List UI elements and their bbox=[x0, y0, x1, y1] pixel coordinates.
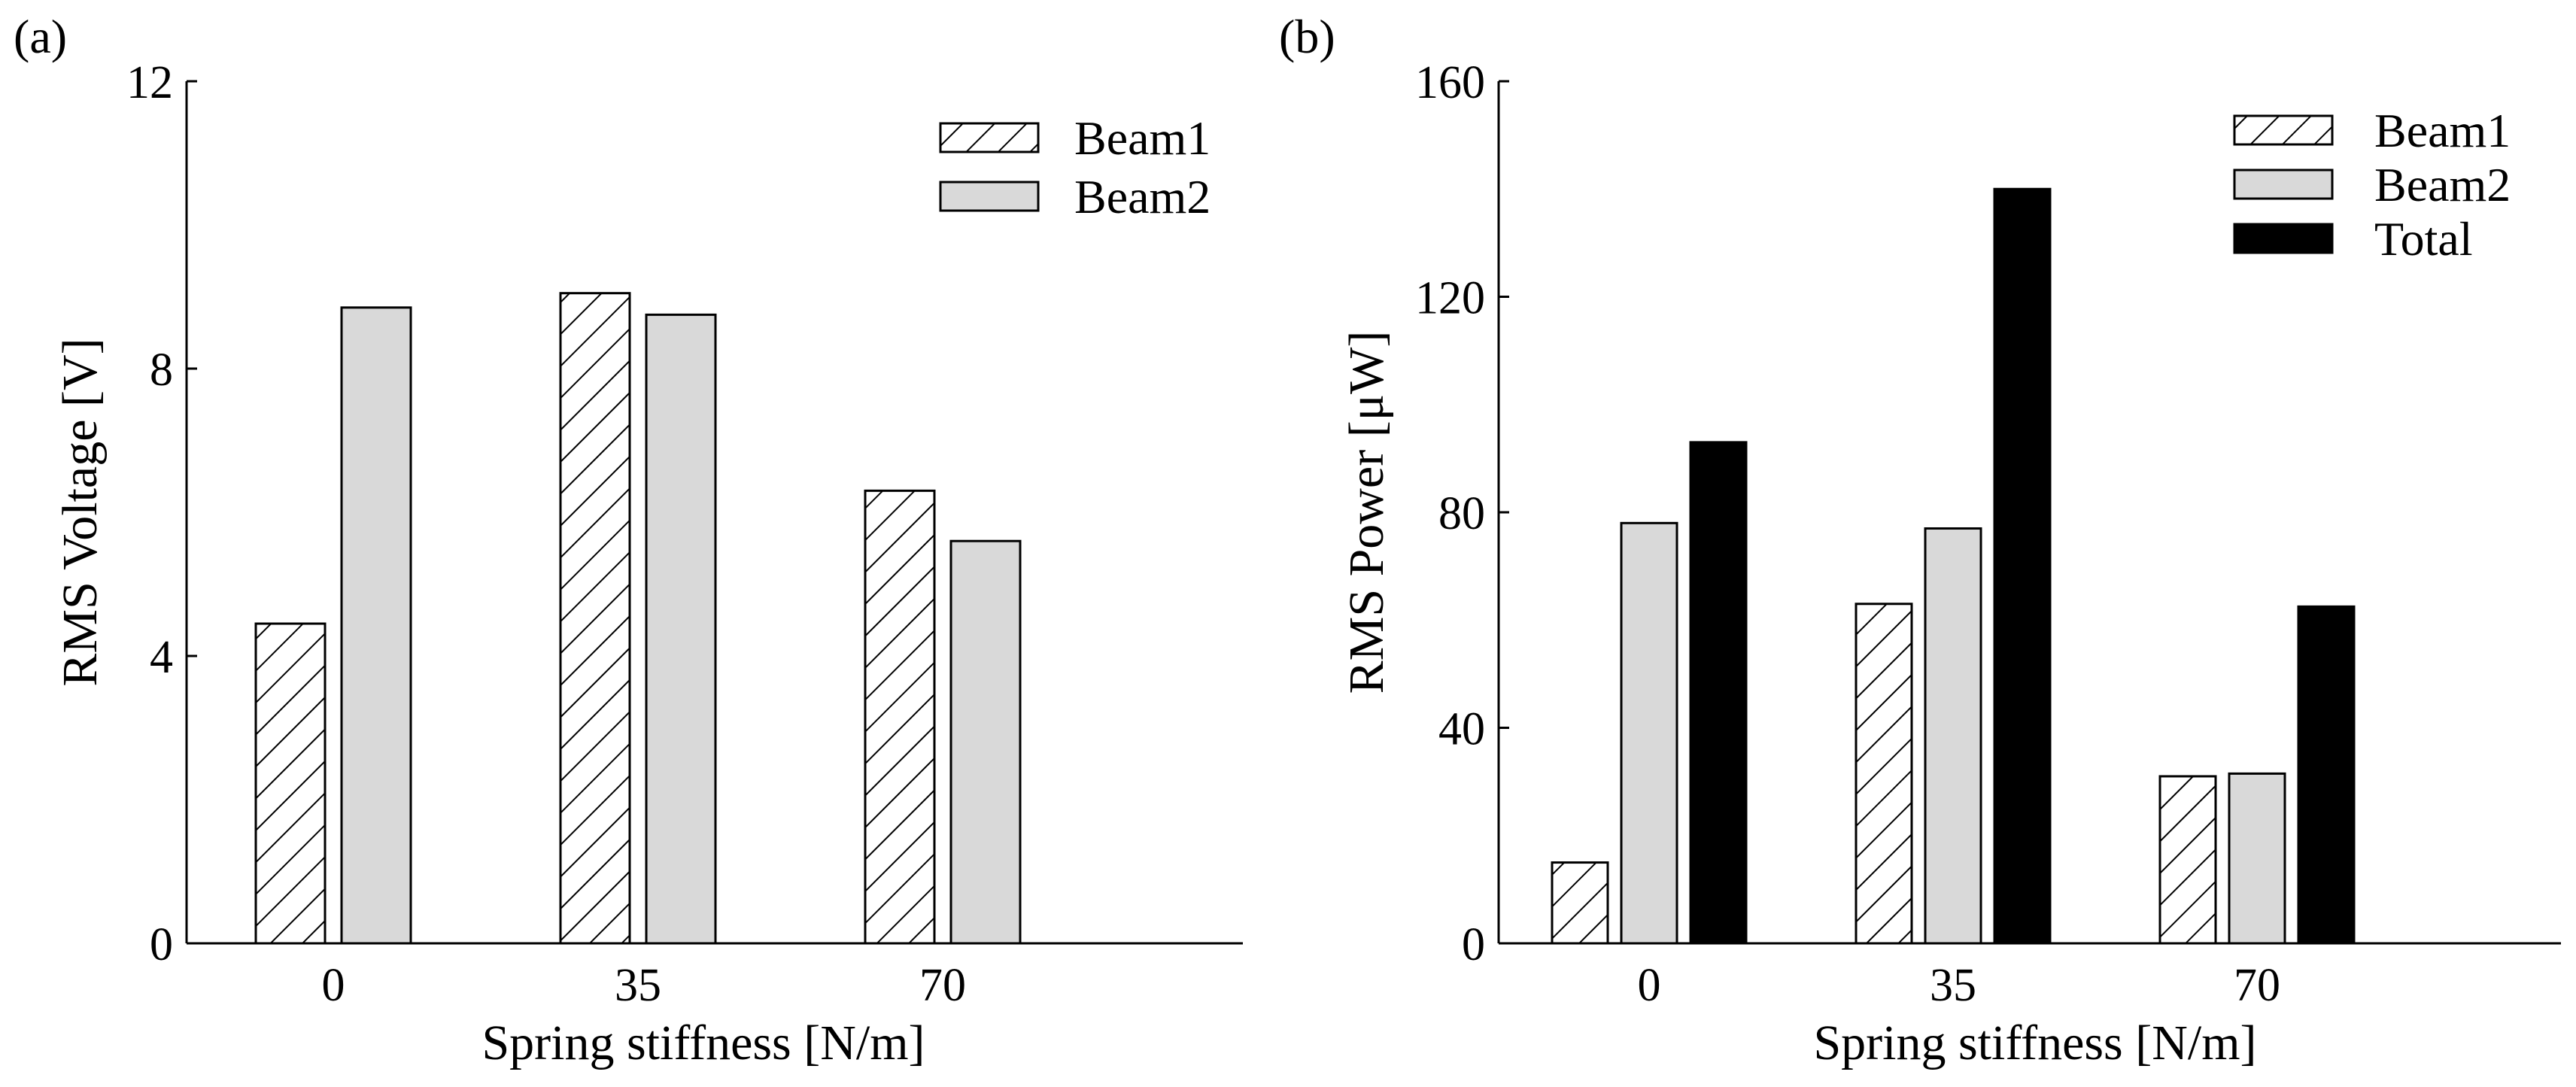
panel-a-bar-beam2-0 bbox=[340, 306, 412, 945]
panel-a-y-tick-label: 8 bbox=[150, 345, 173, 396]
panel-b-y-tick-label: 40 bbox=[1438, 704, 1485, 755]
panel-b-bar-beam2-35 bbox=[1924, 527, 1982, 945]
panel-b-bar-total-0 bbox=[1689, 441, 1748, 945]
panel-b-label: (b) bbox=[1279, 10, 1335, 63]
panel-a-x-tick-label: 70 bbox=[919, 960, 966, 1011]
panel-a-bar-beam1-70 bbox=[864, 489, 936, 945]
panel-b-y-tick-label: 80 bbox=[1438, 488, 1485, 539]
panel-a-bar-beam2-70 bbox=[949, 539, 1022, 945]
panel-a-x-tick-label: 35 bbox=[615, 960, 661, 1011]
panel-a-y-tick-label: 12 bbox=[126, 57, 173, 108]
panel-b-x-axis-title: Spring stiffness [N/m] bbox=[1813, 1016, 2256, 1070]
panel-b-y-axis-title: RMS Power [μW] bbox=[1339, 331, 1394, 694]
panel-a-y-axis-title: RMS Voltage [V] bbox=[53, 338, 108, 686]
panel-b-bar-beam2-70 bbox=[2228, 772, 2286, 945]
legend-label-beam1: Beam1 bbox=[1074, 111, 1211, 165]
panel-a-label: (a) bbox=[14, 10, 67, 63]
panel-b-bar-beam1-0 bbox=[1551, 861, 1609, 945]
panel-b-bar-total-70 bbox=[2297, 605, 2356, 945]
panel-b-bar-beam1-70 bbox=[2158, 775, 2217, 945]
legend-label-beam1: Beam1 bbox=[2374, 104, 2511, 157]
panel-a-bar-beam1-0 bbox=[254, 622, 327, 945]
panel-b-y-tick-label: 0 bbox=[1462, 919, 1485, 970]
legend-label-total: Total bbox=[2374, 212, 2473, 266]
panel-b-x-tick-label: 0 bbox=[1638, 960, 1661, 1011]
panel-a-bar-beam2-35 bbox=[645, 313, 717, 945]
panel-a-y-tick-label: 0 bbox=[150, 919, 173, 970]
legend-swatch-beam2 bbox=[939, 181, 1040, 212]
panel-a-x-tick-label: 0 bbox=[322, 960, 345, 1011]
legend-label-beam2: Beam2 bbox=[2374, 158, 2511, 211]
panel-b-y-tick-label: 160 bbox=[1415, 57, 1485, 108]
panel-a-x-axis-title: Spring stiffness [N/m] bbox=[481, 1016, 925, 1070]
panel-b-bar-beam1-35 bbox=[1855, 603, 1913, 945]
panel-b-y-tick-label: 120 bbox=[1415, 273, 1485, 324]
panel-b-bar-beam2-0 bbox=[1620, 521, 1678, 945]
legend-swatch-total bbox=[2233, 223, 2334, 254]
panel-b-x-tick-label: 35 bbox=[1930, 960, 1976, 1011]
legend-swatch-beam1 bbox=[2233, 114, 2334, 146]
legend-swatch-beam2 bbox=[2233, 169, 2334, 200]
legend-label-beam2: Beam2 bbox=[1074, 170, 1211, 223]
panel-b-bar-total-35 bbox=[1993, 187, 2052, 945]
legend-swatch-beam1 bbox=[939, 122, 1040, 153]
panel-a-y-tick-label: 4 bbox=[150, 632, 173, 683]
panel-a-bar-beam1-35 bbox=[559, 292, 631, 945]
panel-b-x-tick-label: 70 bbox=[2234, 960, 2280, 1011]
